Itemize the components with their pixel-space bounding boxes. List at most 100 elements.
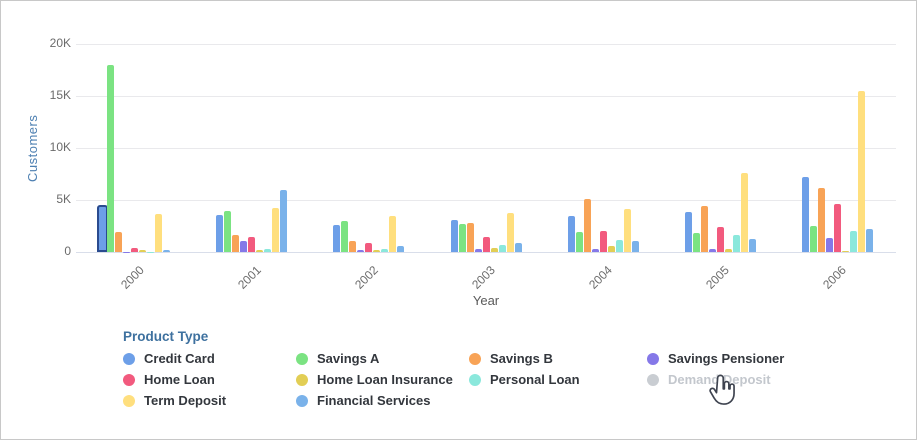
bar-home-loan-2002[interactable] — [365, 243, 373, 252]
bar-home-loan-2000[interactable] — [131, 248, 139, 252]
bar-savings-a-2005[interactable] — [692, 233, 700, 252]
bar-savings-a-2000[interactable] — [107, 64, 115, 252]
bar-savings-b-2003[interactable] — [466, 223, 474, 252]
y-tick-label: 5K — [56, 192, 71, 206]
legend-marker-home-loan-insurance — [296, 374, 308, 386]
bar-savings-pensioner-2000[interactable] — [123, 251, 131, 252]
bar-personal-loan-2002[interactable] — [381, 249, 389, 252]
bar-savings-b-2006[interactable] — [817, 187, 825, 252]
y-tick-label: 10K — [49, 140, 71, 154]
bar-home-loan-2004[interactable] — [599, 230, 607, 252]
bar-credit-card-2003[interactable] — [450, 219, 458, 252]
bar-personal-loan-2006[interactable] — [849, 231, 857, 252]
legend-marker-financial-services — [296, 395, 308, 407]
bar-home-loan-insurance-2006[interactable] — [841, 251, 849, 252]
legend-label: Personal Loan — [490, 372, 580, 387]
bar-credit-card-2001[interactable] — [216, 214, 224, 252]
bar-term-deposit-2006[interactable] — [857, 90, 865, 252]
legend-label: Home Loan Insurance — [317, 372, 453, 387]
legend-marker-credit-card — [123, 353, 135, 365]
bar-personal-loan-2001[interactable] — [264, 248, 272, 252]
legend: Credit Card Savings A Savings B Savings Pen… — [123, 352, 877, 408]
legend-item-savings-a[interactable]: Savings A — [296, 352, 469, 366]
bar-term-deposit-2003[interactable] — [506, 212, 514, 252]
bar-financial-services-2006[interactable] — [865, 229, 873, 252]
legend-item-personal-loan[interactable]: Personal Loan — [469, 373, 647, 387]
bar-financial-services-2005[interactable] — [748, 239, 756, 252]
bar-credit-card-2002[interactable] — [333, 225, 341, 252]
bar-credit-card-2006[interactable] — [801, 177, 809, 252]
bar-savings-a-2006[interactable] — [809, 226, 817, 252]
bar-savings-pensioner-2001[interactable] — [240, 241, 248, 252]
bar-personal-loan-2004[interactable] — [615, 239, 623, 252]
bar-savings-b-2001[interactable] — [232, 234, 240, 252]
bar-personal-loan-2000[interactable] — [147, 251, 155, 252]
bar-savings-a-2002[interactable] — [341, 221, 349, 252]
legend-item-financial-services[interactable]: Financial Services — [296, 394, 469, 408]
bar-home-loan-2006[interactable] — [833, 204, 841, 252]
legend-label: Demand Deposit — [668, 372, 771, 387]
bar-personal-loan-2005[interactable] — [732, 235, 740, 252]
bar-credit-card-2004[interactable] — [567, 216, 575, 252]
y-tick-label: 15K — [49, 88, 71, 102]
bar-home-loan-insurance-2004[interactable] — [607, 245, 615, 252]
legend-marker-demand-deposit — [647, 374, 659, 386]
bar-savings-pensioner-2004[interactable] — [591, 248, 599, 252]
bar-home-loan-insurance-2002[interactable] — [373, 249, 381, 252]
bar-term-deposit-2000[interactable] — [155, 214, 163, 252]
bar-savings-a-2003[interactable] — [458, 223, 466, 252]
bar-savings-pensioner-2006[interactable] — [825, 238, 833, 252]
bar-financial-services-2002[interactable] — [397, 245, 405, 252]
legend-item-savings-pensioner[interactable]: Savings Pensioner — [647, 352, 877, 366]
bar-home-loan-insurance-2001[interactable] — [256, 250, 264, 252]
legend-item-home-loan[interactable]: Home Loan — [123, 373, 296, 387]
bar-term-deposit-2005[interactable] — [740, 173, 748, 252]
bar-savings-pensioner-2003[interactable] — [474, 248, 482, 252]
legend-label: Savings B — [490, 351, 553, 366]
bar-term-deposit-2002[interactable] — [389, 215, 397, 252]
legend-marker-savings-b — [469, 353, 481, 365]
bar-savings-b-2005[interactable] — [700, 206, 708, 252]
legend-marker-savings-a — [296, 353, 308, 365]
legend-label: Savings A — [317, 351, 380, 366]
legend-item-home-loan-insurance[interactable]: Home Loan Insurance — [296, 373, 469, 387]
bar-financial-services-2000[interactable] — [163, 249, 171, 252]
bar-savings-b-2004[interactable] — [583, 199, 591, 252]
bar-home-loan-insurance-2000[interactable] — [139, 250, 147, 252]
bar-financial-services-2004[interactable] — [631, 240, 639, 252]
legend-item-savings-b[interactable]: Savings B — [469, 352, 647, 366]
bar-financial-services-2003[interactable] — [514, 242, 522, 252]
bar-savings-b-2000[interactable] — [115, 232, 123, 252]
bar-savings-b-2002[interactable] — [349, 240, 357, 252]
legend-label: Savings Pensioner — [668, 351, 785, 366]
legend-item-demand-deposit[interactable]: Demand Deposit — [647, 373, 877, 387]
bar-savings-a-2001[interactable] — [224, 210, 232, 252]
bar-home-loan-2001[interactable] — [248, 236, 256, 252]
legend-item-credit-card[interactable]: Credit Card — [123, 352, 296, 366]
bar-savings-pensioner-2002[interactable] — [357, 249, 365, 252]
bar-home-loan-2005[interactable] — [716, 227, 724, 252]
legend-item-term-deposit[interactable]: Term Deposit — [123, 394, 296, 408]
legend-marker-home-loan — [123, 374, 135, 386]
gridline-20K — [76, 44, 896, 45]
gridline-0 — [76, 252, 896, 253]
y-tick-label: 0 — [64, 244, 71, 258]
legend-label: Credit Card — [144, 351, 215, 366]
bar-term-deposit-2001[interactable] — [272, 208, 280, 252]
bar-financial-services-2001[interactable] — [280, 189, 288, 252]
bar-savings-pensioner-2005[interactable] — [708, 248, 716, 252]
legend-label: Home Loan — [144, 372, 215, 387]
gridline-10K — [76, 148, 896, 149]
bar-term-deposit-2004[interactable] — [623, 209, 631, 252]
legend-label: Financial Services — [317, 393, 431, 408]
gridline-5K — [76, 200, 896, 201]
bar-home-loan-insurance-2005[interactable] — [724, 248, 732, 252]
y-tick-label: 20K — [49, 36, 71, 50]
bar-personal-loan-2003[interactable] — [498, 244, 506, 252]
x-axis-title: Year — [472, 293, 500, 308]
bar-savings-a-2004[interactable] — [575, 232, 583, 252]
bar-credit-card-2005[interactable] — [684, 212, 692, 252]
bar-home-loan-insurance-2003[interactable] — [490, 247, 498, 252]
bar-home-loan-2003[interactable] — [482, 237, 490, 252]
